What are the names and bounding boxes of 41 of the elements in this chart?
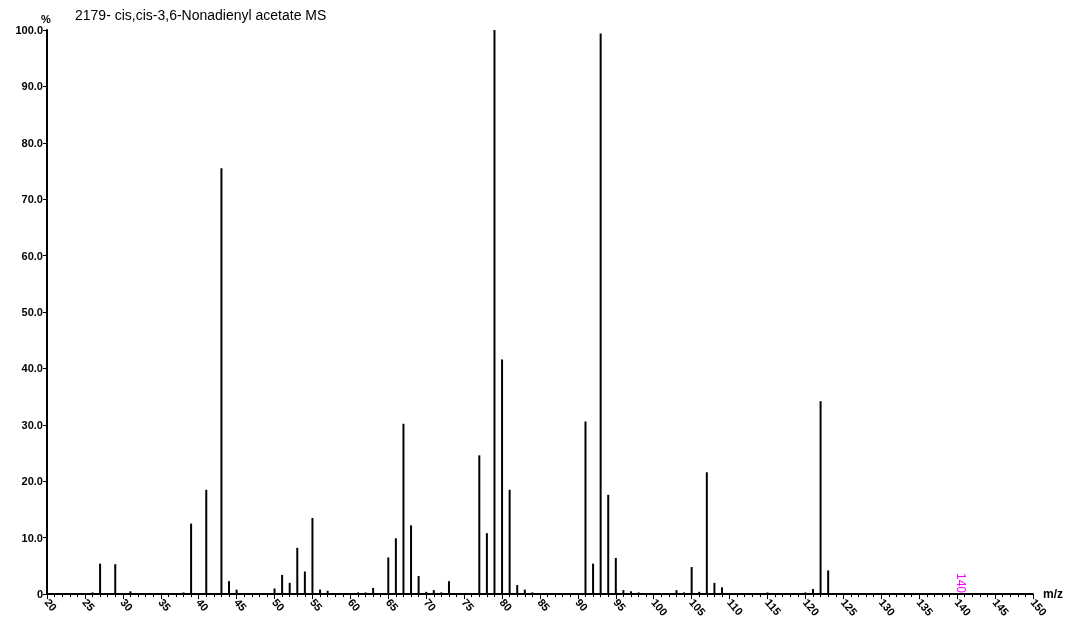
y-tick-label: 60.0: [21, 249, 43, 262]
y-tick-label: 50.0: [21, 306, 43, 319]
x-tick-label: 125: [838, 596, 860, 619]
y-tick-label: 20.0: [21, 475, 43, 488]
y-tick-label: 70.0: [21, 193, 43, 206]
x-tick-label: 105: [687, 596, 709, 619]
x-tick-label: 85: [535, 596, 553, 614]
x-tick-label: 130: [876, 596, 898, 619]
x-tick-label: 90: [573, 596, 591, 614]
x-tick-label: 40: [194, 596, 212, 614]
chart-title: 2179- cis,cis-3,6-Nonadienyl acetate MS: [75, 7, 327, 23]
x-tick-label: 80: [497, 596, 515, 614]
y-tick-label: 100.0: [15, 24, 43, 36]
y-tick-label: 90.0: [21, 80, 43, 93]
x-tick-label: 95: [611, 596, 629, 614]
x-tick-label: 110: [724, 596, 746, 618]
y-tick-label: 40.0: [21, 362, 43, 375]
x-axis-title: m/z: [1043, 587, 1064, 602]
y-tick-label: 80.0: [21, 136, 43, 149]
x-tick-label: 50: [269, 596, 287, 614]
y-tick-label: 30.0: [21, 418, 43, 431]
x-tick-label: 145: [990, 596, 1012, 619]
x-tick-label: 100: [649, 596, 671, 619]
x-tick-label: 140: [952, 596, 974, 619]
x-tick-label: 25: [80, 596, 98, 614]
x-tick-label: 45: [232, 596, 250, 614]
y-tick-label: 10.0: [21, 531, 43, 544]
x-tick-label: 55: [307, 596, 325, 614]
x-tick-label: 120: [800, 596, 822, 619]
x-tick-label: 115: [762, 596, 784, 618]
x-tick-label: 35: [156, 596, 174, 614]
x-tick-label: 135: [914, 596, 936, 619]
x-tick-label: 75: [459, 596, 477, 614]
x-tick-label: 30: [118, 596, 136, 614]
x-tick-label: 65: [383, 596, 401, 614]
x-tick-label: 20: [42, 596, 60, 614]
annotation: 140: [954, 572, 968, 594]
y-tick-label: 0: [36, 588, 43, 601]
x-tick-label: 60: [345, 596, 363, 614]
x-tick-label: 70: [421, 596, 439, 614]
y-axis-title: %: [41, 13, 51, 26]
